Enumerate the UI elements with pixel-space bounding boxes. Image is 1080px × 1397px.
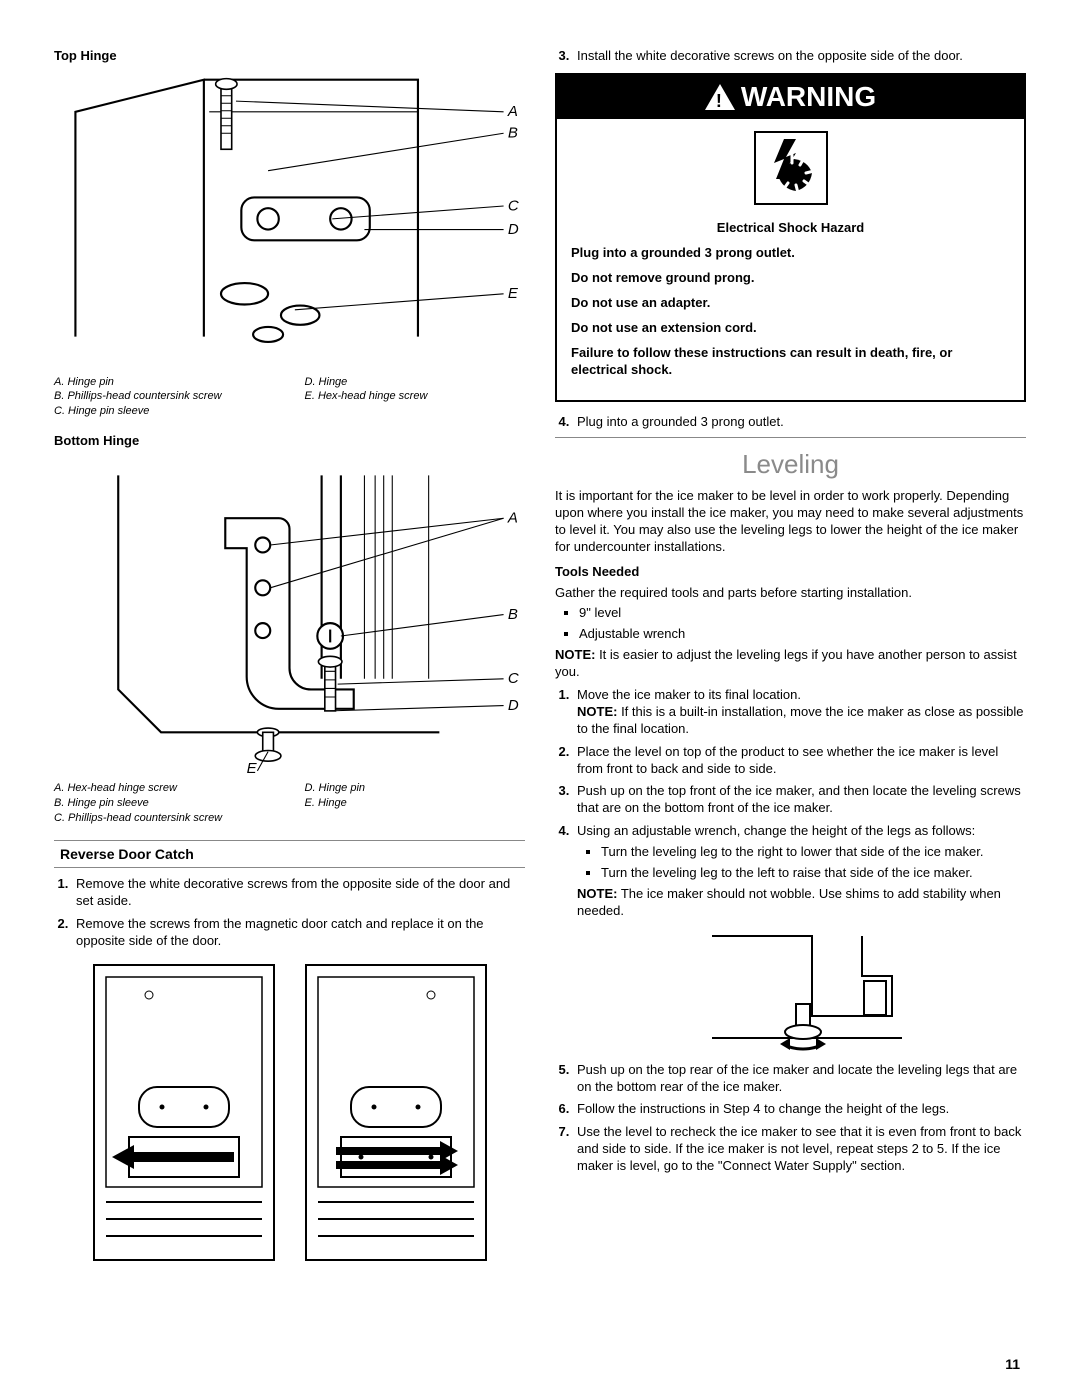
svg-text:A: A	[507, 103, 518, 120]
warning-body: Electrical Shock Hazard Plug into a grou…	[557, 220, 1024, 400]
top-hinge-title: Top Hinge	[54, 48, 525, 65]
list-item: Remove the screws from the magnetic door…	[72, 916, 525, 950]
list-item: Push up on the top front of the ice make…	[573, 783, 1026, 817]
tools-needed-title: Tools Needed	[555, 564, 1026, 581]
leveling-note: NOTE: It is easier to adjust the levelin…	[555, 647, 1026, 681]
warning-box: WARNING Electrical Shock Hazard Plug int…	[555, 73, 1026, 403]
svg-text:E: E	[247, 760, 258, 775]
list-item: Using an adjustable wrench, change the h…	[573, 823, 1026, 1055]
list-item: Follow the instructions in Step 4 to cha…	[573, 1101, 1026, 1118]
warning-triangle-icon	[705, 84, 735, 110]
top-hinge-diagram: A B C D E	[54, 69, 525, 369]
leveling-steps: Move the ice maker to its final location…	[573, 687, 1026, 1175]
svg-text:C: C	[508, 670, 519, 687]
install-steps-continued-2: Plug into a grounded 3 prong outlet.	[573, 414, 1026, 431]
warning-header-text: WARNING	[741, 79, 876, 115]
reverse-door-catch-heading: Reverse Door Catch	[54, 840, 525, 868]
bottom-hinge-diagram: A B C D E	[54, 454, 525, 775]
tools-list: 9" level Adjustable wrench	[579, 605, 1026, 643]
door-figure-right	[296, 957, 496, 1267]
list-item: Plug into a grounded 3 prong outlet.	[573, 414, 1026, 431]
list-item: Use the level to recheck the ice maker t…	[573, 1124, 1026, 1175]
svg-text:C: C	[508, 197, 519, 214]
leveling-leg-diagram	[692, 926, 912, 1056]
list-item: Move the ice maker to its final location…	[573, 687, 1026, 738]
leveling-intro: It is important for the ice maker to be …	[555, 488, 1026, 556]
top-hinge-legend: A. Hinge pin B. Phillips-head countersin…	[54, 375, 525, 420]
bottom-hinge-title: Bottom Hinge	[54, 433, 525, 450]
warning-hazard: Electrical Shock Hazard	[571, 220, 1010, 237]
svg-text:D: D	[508, 221, 519, 238]
install-steps-continued: Install the white decorative screws on t…	[573, 48, 1026, 65]
list-item: Adjustable wrench	[579, 626, 1026, 643]
list-item: 9" level	[579, 605, 1026, 622]
tools-intro: Gather the required tools and parts befo…	[555, 585, 1026, 602]
list-item: Remove the white decorative screws from …	[72, 876, 525, 910]
svg-text:D: D	[508, 697, 519, 714]
svg-text:E: E	[508, 285, 519, 302]
left-column: Top Hinge A B C	[54, 48, 525, 1267]
list-item: Install the white decorative screws on t…	[573, 48, 1026, 65]
leveling-title: Leveling	[555, 448, 1026, 482]
reverse-door-steps: Remove the white decorative screws from …	[72, 876, 525, 950]
door-figure-left	[84, 957, 284, 1267]
warning-header: WARNING	[557, 75, 1024, 119]
list-item: Push up on the top rear of the ice maker…	[573, 1062, 1026, 1096]
svg-text:B: B	[508, 606, 518, 623]
page-number: 11	[1005, 1355, 1020, 1373]
svg-text:A: A	[507, 510, 518, 527]
shock-hazard-icon	[754, 131, 828, 205]
list-item: Place the level on top of the product to…	[573, 744, 1026, 778]
right-column: Install the white decorative screws on t…	[555, 48, 1026, 1267]
bottom-hinge-legend: A. Hex-head hinge screw B. Hinge pin sle…	[54, 781, 525, 826]
svg-text:B: B	[508, 124, 518, 141]
door-catch-figures	[54, 957, 525, 1267]
